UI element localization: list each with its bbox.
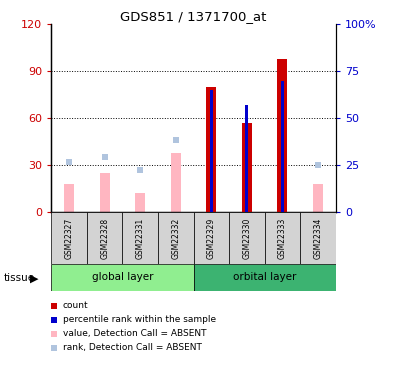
Text: orbital layer: orbital layer xyxy=(233,273,296,282)
Bar xyxy=(277,59,288,212)
Text: GSM22330: GSM22330 xyxy=(243,217,251,259)
Text: rank, Detection Call = ABSENT: rank, Detection Call = ABSENT xyxy=(63,343,202,352)
Bar xyxy=(210,90,213,212)
Bar xyxy=(135,193,145,212)
Text: GSM22329: GSM22329 xyxy=(207,217,216,259)
Bar xyxy=(122,212,158,264)
Bar xyxy=(245,105,248,212)
Bar xyxy=(100,173,110,212)
Text: percentile rank within the sample: percentile rank within the sample xyxy=(63,315,216,324)
Text: count: count xyxy=(63,301,88,310)
Bar xyxy=(281,81,284,212)
Text: GSM22333: GSM22333 xyxy=(278,217,287,259)
Bar xyxy=(265,212,300,264)
Text: GSM22332: GSM22332 xyxy=(171,217,180,259)
Text: tissue: tissue xyxy=(4,273,35,283)
Bar xyxy=(300,212,336,264)
Bar xyxy=(51,212,87,264)
Title: GDS851 / 1371700_at: GDS851 / 1371700_at xyxy=(120,10,267,23)
Bar xyxy=(194,264,336,291)
Text: ▶: ▶ xyxy=(30,273,38,283)
Bar xyxy=(158,212,194,264)
Bar xyxy=(171,153,181,212)
Bar xyxy=(87,212,122,264)
Bar xyxy=(51,264,194,291)
Bar xyxy=(242,123,252,212)
Text: global layer: global layer xyxy=(92,273,153,282)
Bar xyxy=(64,184,74,212)
Text: GSM22331: GSM22331 xyxy=(136,217,145,259)
Bar xyxy=(229,212,265,264)
Bar xyxy=(194,212,229,264)
Bar xyxy=(313,184,323,212)
Text: GSM22328: GSM22328 xyxy=(100,217,109,259)
Text: GSM22327: GSM22327 xyxy=(65,217,73,259)
Text: GSM22334: GSM22334 xyxy=(314,217,322,259)
Text: value, Detection Call = ABSENT: value, Detection Call = ABSENT xyxy=(63,329,206,338)
Bar xyxy=(206,87,216,212)
